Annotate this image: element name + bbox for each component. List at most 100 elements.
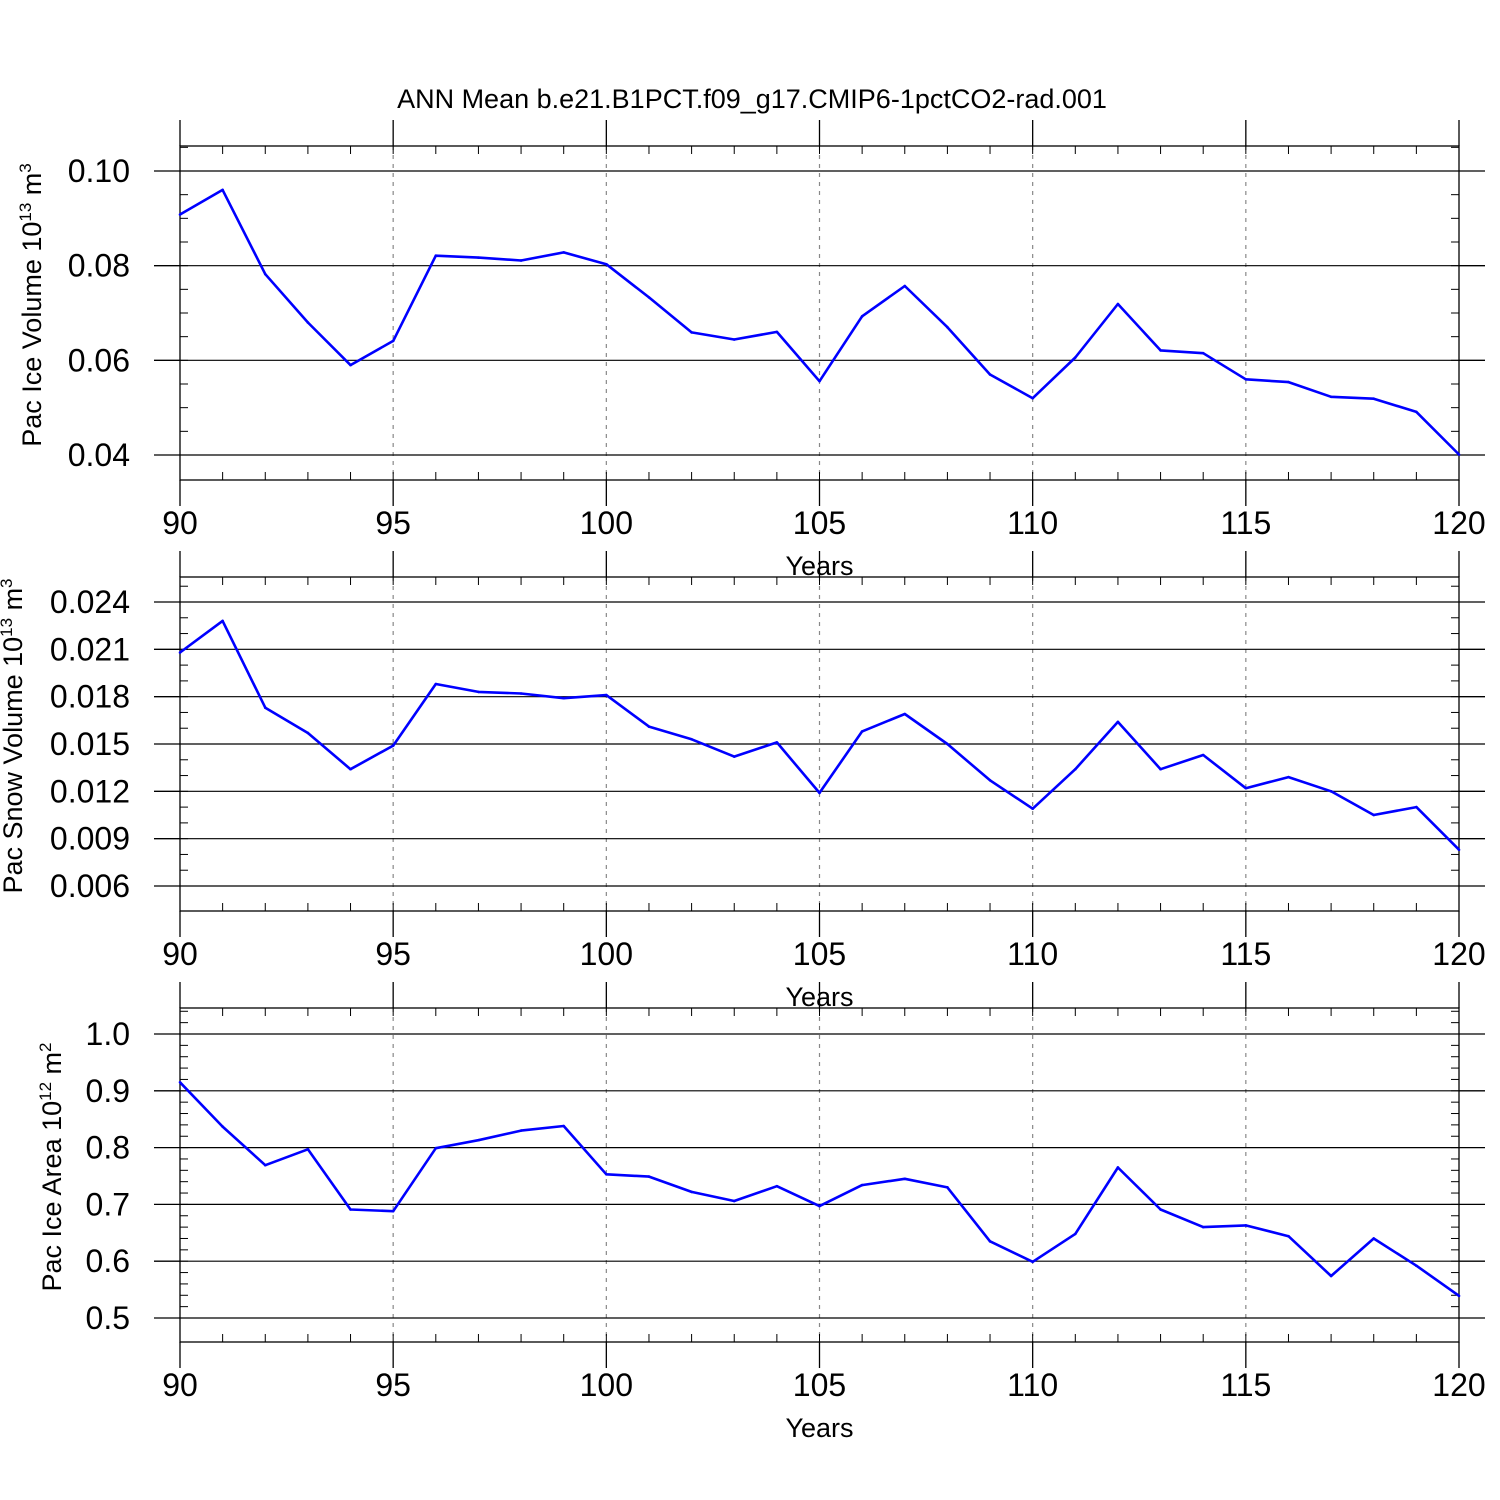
data-point (391, 339, 395, 343)
data-point (690, 737, 693, 741)
y-tick-label: 0.006 (50, 868, 130, 904)
data-point (263, 706, 267, 710)
x-tick-label: 95 (375, 936, 411, 972)
chart-title: ANN Mean b.e21.B1PCT.f09_g17.CMIP6-1pctC… (397, 84, 1107, 114)
data-point (1372, 1237, 1376, 1240)
data-point (1415, 805, 1418, 809)
data-point (732, 1199, 736, 1203)
data-point (477, 256, 480, 259)
data-point (519, 692, 523, 695)
x-tick-label: 95 (375, 505, 411, 541)
data-point (263, 1163, 267, 1167)
y-tick-label: 0.08 (68, 248, 130, 284)
data-point (391, 744, 395, 747)
data-point (775, 1184, 779, 1188)
data-point (1116, 1166, 1120, 1169)
y-axis-title-superscript: 2 (36, 1042, 55, 1051)
y-tick-label: 0.021 (50, 631, 130, 667)
data-point (605, 693, 608, 697)
data-point (1329, 1274, 1333, 1278)
data-point (1244, 1224, 1248, 1227)
data-point (1457, 453, 1461, 456)
y-axis-title-part: m (0, 588, 28, 618)
x-tick-label: 100 (580, 1367, 633, 1403)
y-axis-title: Pac Ice Volume 1013 m3 (16, 163, 47, 447)
x-tick-label: 105 (793, 936, 846, 972)
x-tick-label: 110 (1007, 936, 1058, 972)
data-point (647, 725, 651, 728)
x-tick-label: 90 (162, 1367, 198, 1403)
data-point (946, 742, 949, 746)
data-point (349, 1208, 352, 1211)
y-tick-label: 0.9 (86, 1073, 130, 1109)
data-point (1415, 410, 1418, 414)
data-point (519, 1129, 523, 1132)
data-point (946, 1186, 949, 1189)
y-tick-label: 0.10 (68, 153, 130, 189)
data-point (988, 778, 992, 782)
y-tick-label: 0.8 (86, 1130, 130, 1166)
data-point (860, 730, 864, 733)
x-tick-label: 105 (793, 505, 846, 541)
y-tick-label: 0.7 (86, 1186, 130, 1222)
x-tick-label: 115 (1220, 936, 1271, 972)
data-point (1372, 397, 1376, 400)
data-point (690, 331, 693, 334)
y-tick-label: 0.009 (50, 821, 130, 857)
data-point (988, 373, 992, 376)
data-point (1201, 753, 1205, 757)
plot-frame (179, 1007, 1460, 1343)
y-axis-title-superscript: 13 (16, 203, 35, 222)
data-point (818, 791, 821, 795)
data-point (1287, 1234, 1290, 1238)
x-tick-label: 120 (1432, 936, 1485, 972)
data-point (903, 1177, 907, 1181)
data-point (1415, 1264, 1418, 1268)
data-point (775, 741, 779, 744)
data-point (178, 1080, 182, 1084)
data-point (434, 254, 438, 258)
data-point (903, 712, 907, 716)
y-tick-label: 0.024 (50, 584, 130, 620)
data-point (1116, 302, 1120, 306)
data-point (263, 272, 267, 276)
data-point (860, 1183, 864, 1187)
data-point (818, 1204, 821, 1208)
chart-panel-1: 90 95 100 105 110 115 1200.040.060.080.10Years… (16, 120, 1486, 581)
y-tick-label: 0.6 (86, 1243, 130, 1279)
y-tick-label: 0.012 (50, 773, 130, 809)
data-point (1201, 351, 1205, 355)
plot-frame (179, 145, 1460, 481)
data-point (647, 296, 651, 299)
data-point (732, 755, 736, 758)
data-point (1074, 1232, 1077, 1236)
y-axis-title-part: Pac Ice Area 10 (37, 1101, 67, 1292)
chart-panel-2: 90 95 100 105 110 115 120 0.006 0.009 0.012 0.015 0… (0, 551, 1486, 1012)
data-point (946, 325, 949, 329)
data-point (1457, 848, 1461, 852)
data-point (434, 1146, 438, 1150)
y-axis-title-superscript: 3 (0, 578, 16, 587)
data-point (349, 767, 352, 771)
data-point (221, 188, 224, 192)
data-point (860, 315, 864, 318)
data-point (1329, 790, 1333, 793)
y-tick-label: 0.04 (68, 437, 130, 473)
data-point (647, 1175, 651, 1178)
data-point (1372, 813, 1376, 817)
data-point (1116, 720, 1120, 724)
x-tick-label: 100 (580, 505, 633, 541)
data-point (1244, 377, 1248, 381)
data-point (434, 682, 438, 686)
x-tick-label: 120 (1432, 505, 1485, 541)
data-point (306, 731, 310, 735)
y-axis-title-part: Pac Ice Volume 10 (17, 222, 47, 447)
data-point (1457, 1294, 1461, 1298)
y-tick-label: 0.06 (68, 342, 130, 378)
data-point (477, 690, 480, 694)
x-tick-label: 100 (580, 936, 633, 972)
data-point (1287, 380, 1290, 384)
data-point (562, 251, 565, 254)
y-axis-title-part: Pac Snow Volume 10 (0, 637, 28, 894)
data-point (1201, 1225, 1205, 1229)
